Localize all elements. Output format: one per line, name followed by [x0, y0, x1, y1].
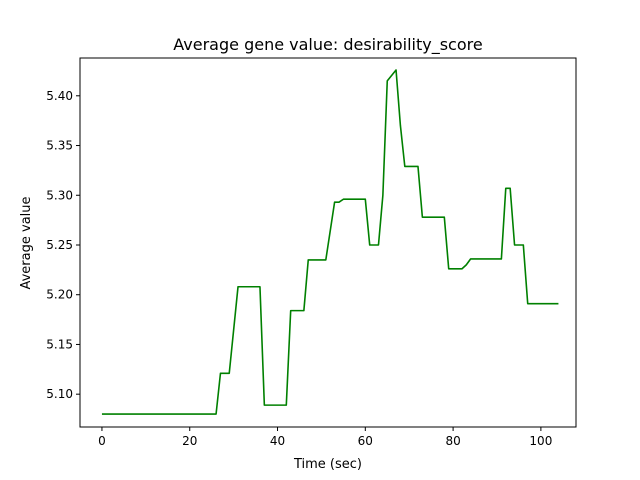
x-tick-label: 40 — [270, 434, 285, 448]
x-tick-label: 60 — [358, 434, 373, 448]
y-tick-label: 5.35 — [46, 139, 73, 153]
y-tick-label: 5.30 — [46, 188, 73, 202]
y-tick-label: 5.25 — [46, 238, 73, 252]
chart-title: Average gene value: desirability_score — [173, 35, 482, 55]
plot-frame — [79, 57, 577, 428]
y-tick-label: 5.10 — [46, 387, 73, 401]
series-line-0 — [101, 69, 559, 415]
x-tick-label: 0 — [98, 434, 106, 448]
y-axis-label: Average value — [19, 196, 34, 289]
y-tick-label: 5.20 — [46, 288, 73, 302]
x-tick-label: 80 — [445, 434, 460, 448]
y-tick-label: 5.15 — [46, 337, 73, 351]
x-tick-label: 20 — [182, 434, 197, 448]
plot-area: 0 20 40 60 80 100 5.10 5.15 5.20 5.25 5.30 5.35 5.40 — [46, 57, 577, 448]
x-tick-label: 100 — [529, 434, 552, 448]
y-tick-label: 5.40 — [46, 89, 73, 103]
x-axis-label: Time (sec) — [293, 457, 362, 472]
